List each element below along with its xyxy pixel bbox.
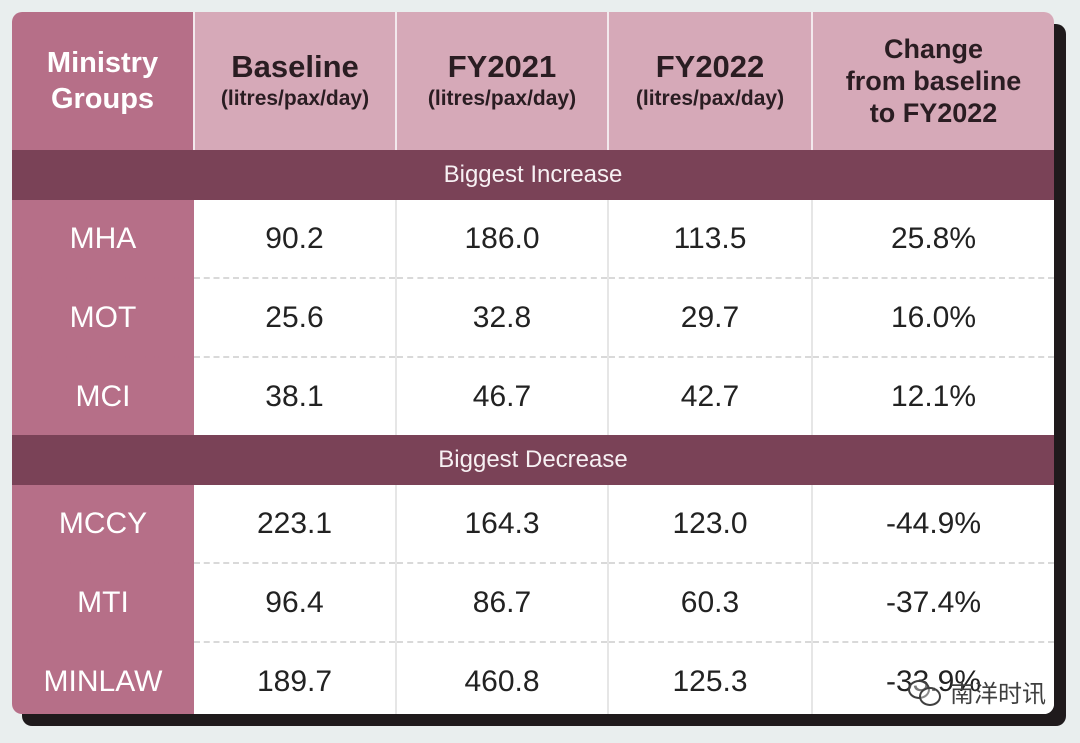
change-header-line-3: to FY2022 (869, 98, 998, 128)
ministry-cell: MINLAW (12, 642, 194, 714)
ministry-cell: MCCY (12, 485, 194, 564)
change-header-line-2: from baseline (845, 66, 1022, 96)
change-header: Change from baseline to FY2022 (812, 12, 1054, 150)
fy2022-header-title: FY2022 (655, 49, 765, 84)
table-row-minlaw: MINLAW 189.7 460.8 125.3 -33.9% (12, 642, 1054, 714)
fy2022-cell: 123.0 (608, 485, 813, 564)
baseline-cell: 96.4 (194, 563, 397, 643)
ministry-cell: MTI (12, 563, 194, 643)
ministry-cell: MHA (12, 200, 194, 279)
baseline-cell: 38.1 (194, 357, 397, 435)
baseline-header: Baseline (litres/pax/day) (194, 12, 397, 150)
water-usage-table: Ministry Groups Baseline (litres/pax/day… (12, 12, 1054, 714)
change-cell: -44.9% (812, 485, 1054, 564)
watermark: 南洋时讯 (908, 674, 1046, 709)
baseline-header-unit: (litres/pax/day) (220, 87, 370, 110)
change-cell: 25.8% (812, 200, 1054, 279)
fy2022-cell: 60.3 (608, 563, 813, 643)
change-cell: -37.4% (812, 563, 1054, 643)
section-label-biggest-increase: Biggest Increase (12, 150, 1054, 200)
fy2021-cell: 164.3 (396, 485, 609, 564)
ministry-groups-header: Ministry Groups (12, 12, 195, 150)
table-row-mha: MHA 90.2 186.0 113.5 25.8% (12, 200, 1054, 279)
baseline-cell: 189.7 (194, 642, 397, 714)
fy2021-header-unit: (litres/pax/day) (427, 87, 577, 110)
table-row-mti: MTI 96.4 86.7 60.3 -37.4% (12, 563, 1054, 643)
section-label-biggest-decrease: Biggest Decrease (12, 435, 1054, 485)
table-header-row: Ministry Groups Baseline (litres/pax/day… (12, 12, 1054, 150)
baseline-cell: 90.2 (194, 200, 397, 279)
section-row-biggest-increase: Biggest Increase (12, 150, 1054, 200)
water-usage-table-card: Ministry Groups Baseline (litres/pax/day… (12, 12, 1054, 714)
fy2021-cell: 460.8 (396, 642, 609, 714)
fy2022-cell: 113.5 (608, 200, 813, 279)
table-row-mot: MOT 25.6 32.8 29.7 16.0% (12, 278, 1054, 358)
ministry-cell: MCI (12, 357, 194, 435)
ministry-groups-header-line-2: Groups (50, 83, 155, 115)
chat-bubbles-icon (908, 679, 941, 706)
ministry-cell: MOT (12, 278, 194, 358)
watermark-text: 南洋时讯 (950, 680, 1046, 708)
change-cell: 16.0% (812, 278, 1054, 358)
fy2021-cell: 46.7 (396, 357, 609, 435)
table-row-mci: MCI 38.1 46.7 42.7 12.1% (12, 357, 1054, 435)
fy2021-header: FY2021 (litres/pax/day) (396, 12, 609, 150)
baseline-cell: 223.1 (194, 485, 397, 564)
fy2021-cell: 86.7 (396, 563, 609, 643)
change-header-line-1: Change (883, 34, 983, 64)
ministry-groups-header-line-1: Ministry (46, 47, 159, 79)
change-cell: 12.1% (812, 357, 1054, 435)
fy2022-cell: 42.7 (608, 357, 813, 435)
fy2022-cell: 125.3 (608, 642, 813, 714)
fy2021-cell: 32.8 (396, 278, 609, 358)
fy2021-header-title: FY2021 (447, 49, 557, 84)
fy2022-cell: 29.7 (608, 278, 813, 358)
fy2021-cell: 186.0 (396, 200, 609, 279)
section-row-biggest-decrease: Biggest Decrease (12, 435, 1054, 485)
table-row-mccy: MCCY 223.1 164.3 123.0 -44.9% (12, 485, 1054, 564)
baseline-cell: 25.6 (194, 278, 397, 358)
baseline-header-title: Baseline (231, 49, 359, 84)
fy2022-header: FY2022 (litres/pax/day) (608, 12, 813, 150)
fy2022-header-unit: (litres/pax/day) (635, 87, 785, 110)
